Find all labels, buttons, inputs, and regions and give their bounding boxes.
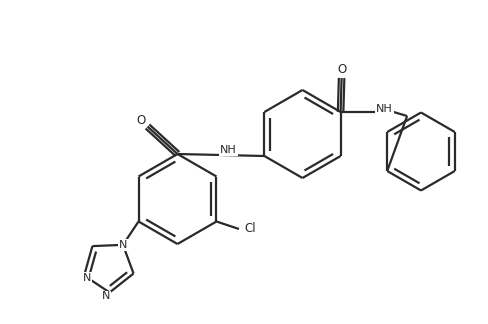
Text: NH: NH [220,145,236,155]
Text: N: N [119,240,127,250]
Text: N: N [82,273,91,283]
Text: N: N [101,292,109,301]
Text: Cl: Cl [244,223,255,236]
Text: O: O [336,63,346,76]
Text: O: O [136,113,145,126]
Text: NH: NH [375,105,392,114]
